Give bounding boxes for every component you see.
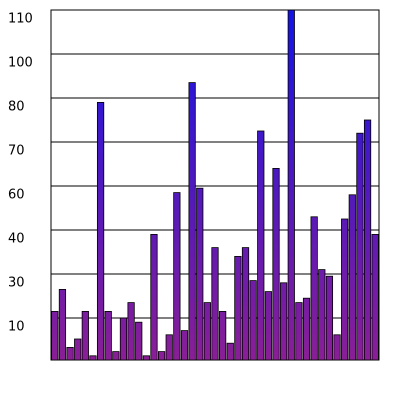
bar — [371, 233, 379, 361]
bar — [211, 247, 219, 361]
y-tick-label: 70 — [8, 144, 25, 159]
bar — [363, 119, 372, 361]
bar — [234, 255, 242, 361]
bar — [74, 338, 82, 361]
bar — [150, 233, 158, 361]
bar — [241, 247, 250, 361]
bar — [112, 351, 120, 361]
bar — [51, 310, 59, 361]
bar — [142, 355, 150, 361]
bar — [348, 194, 356, 361]
bar — [287, 9, 295, 361]
bar — [310, 216, 318, 361]
y-tick-label: 40 — [8, 232, 25, 247]
y-tick-label: 30 — [8, 276, 25, 291]
bar — [158, 351, 166, 361]
bar — [226, 342, 234, 361]
bar — [295, 302, 303, 361]
bar — [356, 132, 364, 361]
bar — [341, 218, 349, 361]
bar — [165, 334, 173, 361]
bar — [188, 82, 196, 361]
y-tick-label: 80 — [8, 100, 25, 115]
bar — [333, 334, 341, 361]
bar — [280, 282, 288, 361]
bar — [58, 288, 67, 361]
bar — [196, 187, 204, 361]
bar — [119, 317, 128, 361]
bar — [89, 355, 97, 361]
bar — [272, 167, 280, 361]
bar — [249, 280, 257, 361]
y-tick-label: 10 — [8, 320, 25, 335]
bar — [135, 321, 143, 361]
y-tick-label: 60 — [8, 188, 25, 203]
bar — [257, 130, 265, 361]
y-tick-label: 100 — [8, 56, 33, 71]
bar — [96, 102, 105, 361]
bar — [180, 330, 189, 361]
bar — [318, 269, 326, 361]
bar — [325, 275, 334, 361]
bar — [203, 302, 211, 361]
bar — [264, 291, 272, 361]
bar — [219, 310, 227, 361]
bar — [104, 310, 112, 361]
bar — [302, 297, 311, 361]
bar — [66, 346, 74, 361]
bar — [173, 192, 181, 361]
bar — [81, 310, 89, 361]
y-tick-label: 110 — [8, 12, 33, 27]
bar — [127, 302, 135, 361]
